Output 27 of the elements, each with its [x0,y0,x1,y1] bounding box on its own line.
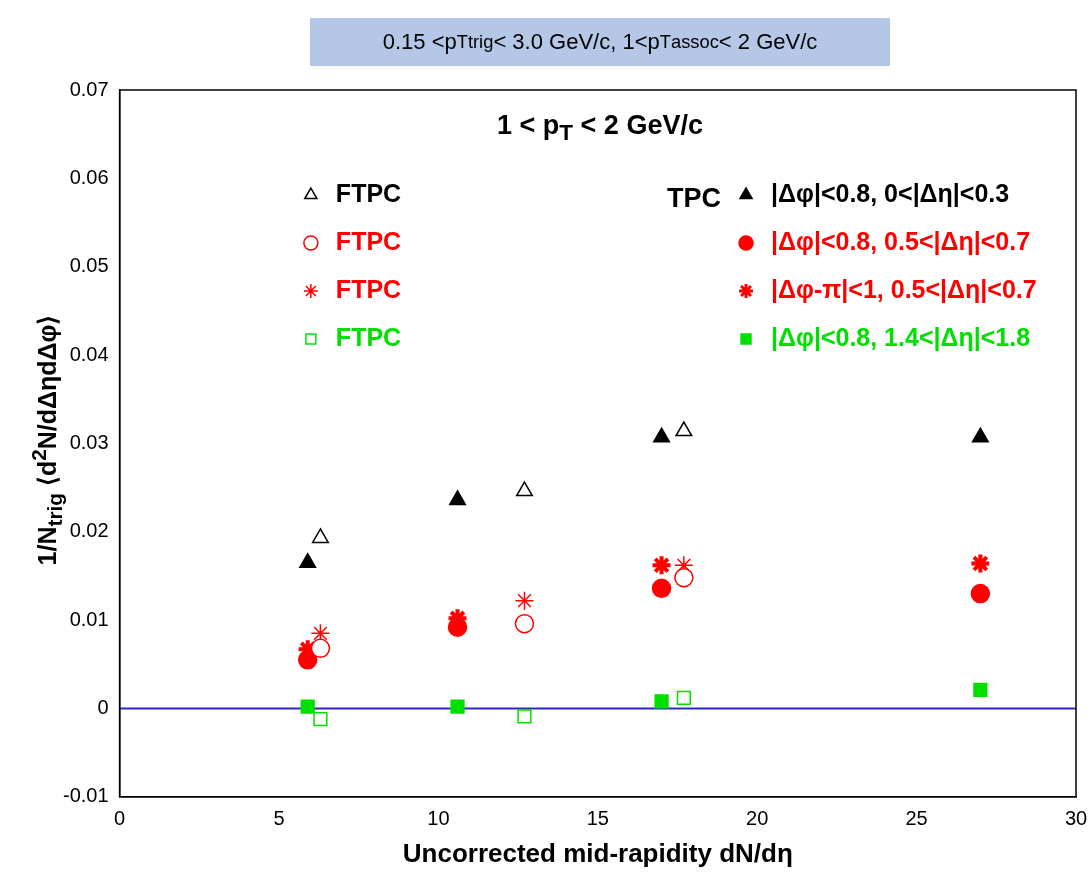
y-tick-label: 0 [97,695,109,718]
x-tick-label: 20 [746,807,769,830]
x-tick-label: 25 [905,807,928,830]
legend-label: FTPC [335,226,402,255]
x-tick-label: 30 [1064,807,1088,830]
legend-label: FTPC [335,178,402,207]
x-tick-label: 5 [273,807,285,830]
legend-label: FTPC [335,322,402,351]
y-tick-label: 0.04 [69,342,109,365]
x-tick-label: 15 [586,807,609,830]
x-tick-label: 10 [427,807,450,830]
legend-label: |Δφ|<0.8, 0<|Δη|<0.3 [771,178,1010,207]
y-tick-label: 0.01 [69,607,109,630]
legend-label: FTPC [335,274,402,303]
x-axis-title: Uncorrected mid-rapidity dN/dη [402,837,793,868]
legend-label: |Δφ|<0.8, 1.4<|Δη|<1.8 [771,322,1031,351]
y-tick-label: 0.03 [69,430,109,453]
y-tick-label: 0.07 [69,77,109,100]
legend-label: |Δφ-π|<1, 0.5<|Δη|<0.7 [771,274,1037,303]
y-tick-label: -0.01 [62,784,109,807]
annotation: TPC [667,183,722,214]
y-tick-label: 0.06 [69,165,109,188]
y-tick-label: 0.05 [69,254,109,277]
y-tick-label: 0.02 [69,519,109,542]
legend-label: |Δφ|<0.8, 0.5<|Δη|<0.7 [771,226,1031,255]
x-tick-label: 0 [114,807,126,830]
text: 1 < p$_{T}$ < 2 GeV/c [497,110,703,147]
